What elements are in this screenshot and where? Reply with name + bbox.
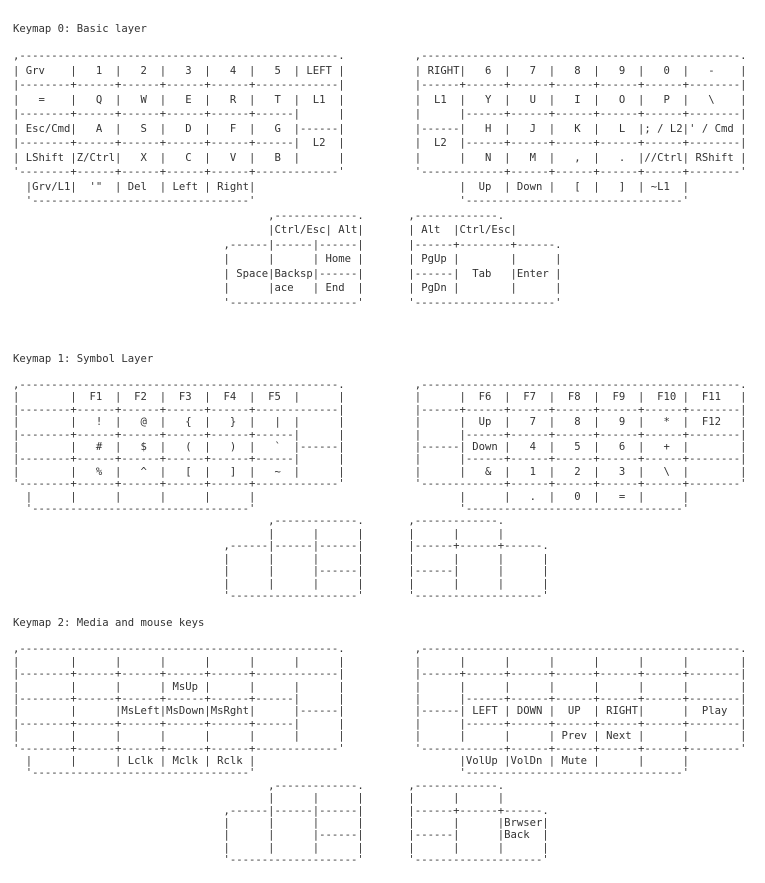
keymap-ascii-art-basic: ,---------------------------------------… [13, 50, 747, 309]
keymap-section-media: Keymap 2: Media and mouse keys ,--------… [13, 617, 765, 866]
keymap-ascii-art-media: ,---------------------------------------… [13, 643, 747, 867]
keymap-title-symbol: Keymap 1: Symbol Layer [13, 353, 154, 365]
keymap-section-basic: Keymap 0: Basic layer ,-----------------… [13, 23, 765, 310]
keymap-section-symbol: Keymap 1: Symbol Layer ,----------------… [13, 353, 765, 602]
keymap-ascii-art-symbol: ,---------------------------------------… [13, 379, 747, 602]
keymap-title-media: Keymap 2: Media and mouse keys [13, 617, 205, 630]
keymap-title-basic: Keymap 0: Basic layer [13, 23, 147, 35]
